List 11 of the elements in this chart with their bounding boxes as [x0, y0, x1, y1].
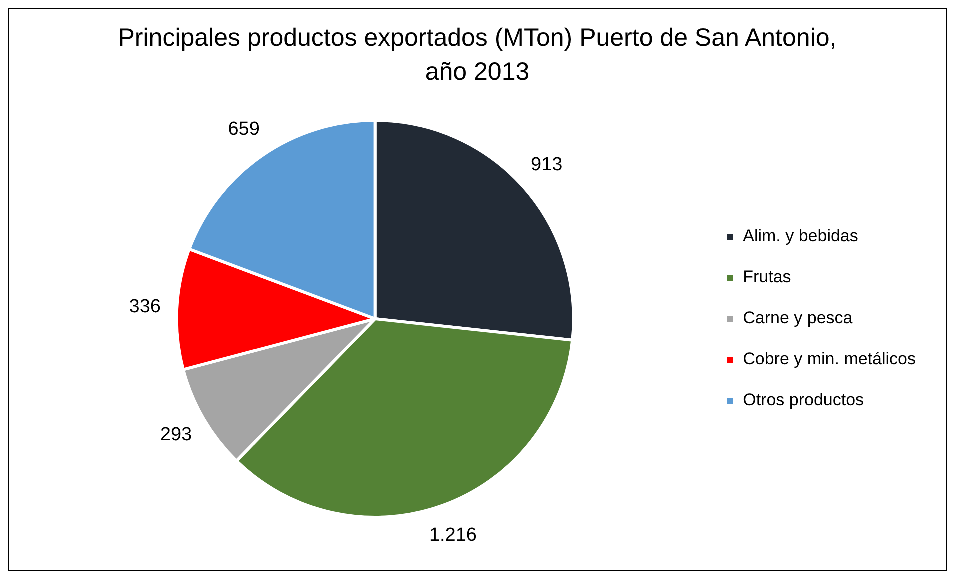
data-label: 336	[129, 296, 161, 318]
chart-title: Principales productos exportados (MTon) Puerto de San Antonio, año 2013	[118, 23, 838, 88]
legend-label: Frutas	[743, 268, 792, 287]
data-label: 293	[160, 424, 192, 446]
data-label: 913	[531, 154, 563, 176]
legend-label: Otros productos	[743, 390, 864, 410]
legend-label: Carne y pesca	[743, 308, 854, 328]
legend-label: Cobre y min. metálicos	[743, 350, 916, 369]
legend-label: Alim. y bebidas	[743, 226, 858, 246]
data-label: 659	[228, 118, 260, 140]
data-label: 1.216	[429, 525, 477, 546]
